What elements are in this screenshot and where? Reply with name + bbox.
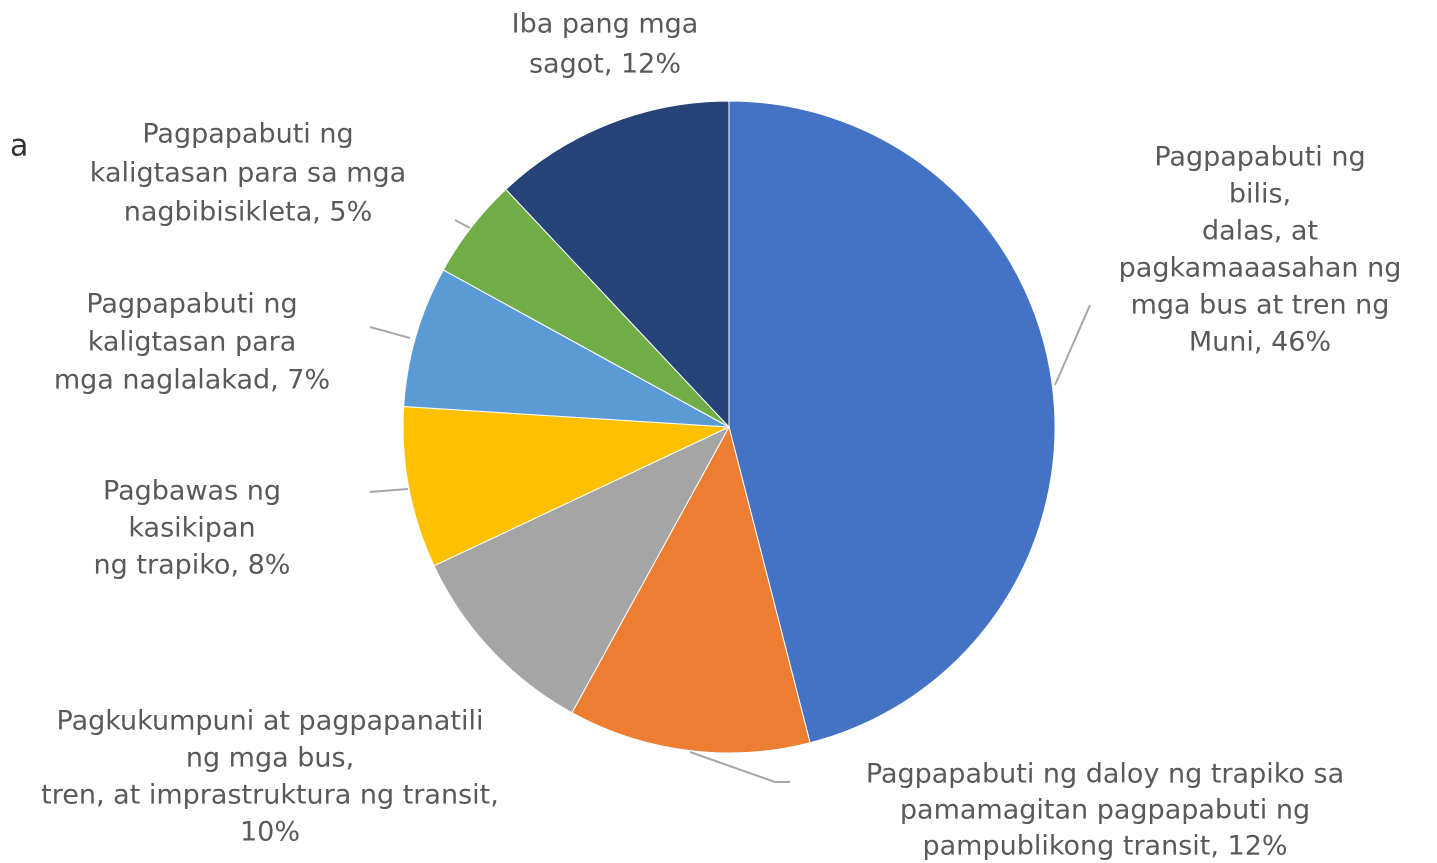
data-label: Pagbawas ng (103, 476, 281, 507)
data-label: Pagpapabuti ng (142, 119, 353, 150)
data-label: sagot, 12% (529, 49, 681, 80)
pie-slice (571, 425, 811, 754)
leader-line (689, 751, 790, 783)
data-label: ng trapiko, 8% (94, 550, 291, 581)
data-label: mga naglalakad, 7% (54, 365, 330, 396)
pie-slice (433, 425, 731, 714)
data-label: Pagpapabuti ng (1154, 142, 1365, 173)
leader-line (369, 326, 411, 339)
leader-line (1054, 304, 1091, 386)
data-label: Pagpapabuti ng (86, 289, 297, 320)
data-label: kaligtasan para (88, 327, 297, 358)
data-label: pampublikong transit, 12% (922, 831, 1287, 862)
clipped-text: a (10, 129, 28, 164)
data-label: mga bus at tren ng (1131, 290, 1390, 321)
data-label: kaligtasan para sa mga (90, 158, 406, 189)
data-label: dalas, at (1202, 216, 1318, 247)
leader-line (369, 488, 409, 493)
pie-slice (402, 405, 730, 567)
data-label: kasikipan (128, 513, 255, 544)
leader-line (454, 219, 471, 229)
pie-slice (728, 100, 1056, 744)
data-label: 10% (240, 817, 300, 848)
data-label: pagkamaaasahan ng (1119, 253, 1402, 284)
data-label: ng mga bus, (186, 743, 354, 774)
data-label: tren, at imprastruktura ng transit, (41, 780, 499, 811)
data-label: nagbibisikleta, 5% (124, 197, 373, 228)
data-label: pamamagitan pagpapabuti ng (900, 795, 1310, 826)
data-label: Pagpapabuti ng daloy ng trapiko sa (866, 759, 1344, 790)
pie-slice (505, 100, 730, 429)
data-label: Muni, 46% (1189, 327, 1331, 358)
data-label: Pagkukumpuni at pagpapanatili (57, 706, 484, 737)
data-label: bilis, (1229, 179, 1291, 210)
data-label: Iba pang mga (512, 9, 699, 40)
pie-slice (403, 269, 730, 428)
